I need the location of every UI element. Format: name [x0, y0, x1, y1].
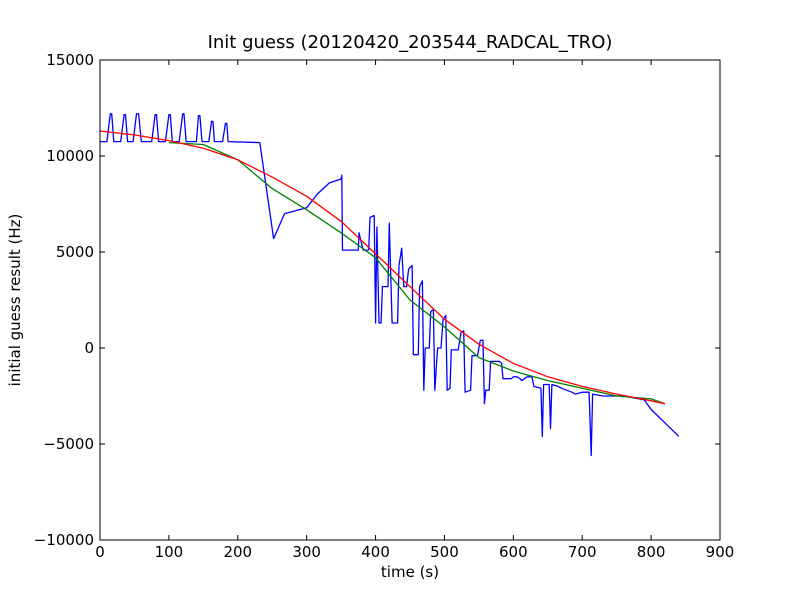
y-tick-label: −5000	[43, 435, 94, 453]
y-tick-label: −10000	[34, 531, 94, 549]
x-axis-label: time (s)	[381, 563, 439, 581]
x-tick-label: 100	[155, 543, 184, 561]
y-tick-label: 10000	[46, 147, 94, 165]
x-tick-label: 700	[568, 543, 597, 561]
plot-frame	[99, 59, 721, 541]
y-tick-label: 15000	[46, 51, 94, 69]
series-line-3	[99, 130, 666, 405]
x-tick-label: 600	[499, 543, 528, 561]
y-tick-label: 0	[84, 339, 94, 357]
x-tick-label: 300	[292, 543, 321, 561]
x-tick-label: 500	[430, 543, 459, 561]
x-tick-label: 800	[637, 543, 666, 561]
tick-layer: 0 100 200 300 400 500 600 700 800 900 −10000 −5000 0…	[34, 51, 735, 561]
chart-title: Init guess (20120420_203544_RADCAL_TRO)	[208, 32, 613, 53]
series-layer	[99, 113, 680, 457]
y-tick-label: 5000	[56, 243, 94, 261]
series-line-2	[168, 141, 666, 405]
x-tick-label: 200	[223, 543, 252, 561]
x-tick-label: 400	[361, 543, 390, 561]
x-tick-label: 0	[95, 543, 105, 561]
y-axis-label: initial guess result (Hz)	[6, 214, 24, 387]
x-tick-label: 900	[706, 543, 735, 561]
series-line-1	[100, 113, 680, 457]
